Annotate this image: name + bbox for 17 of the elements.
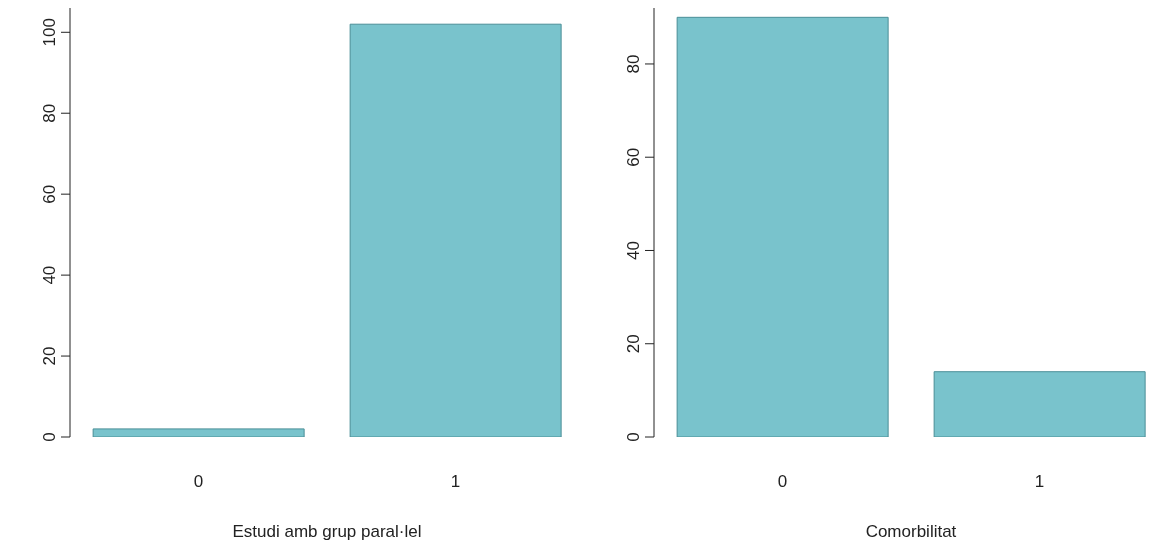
y-tick-label: 20: [624, 334, 643, 354]
y-tick-label: 60: [40, 184, 59, 204]
x-axis-title: Comorbilitat: [865, 522, 957, 541]
y-tick-label: 0: [40, 432, 59, 442]
x-tick-label: 1: [1034, 472, 1045, 492]
y-tick-label: 60: [624, 147, 643, 167]
y-tick-label: 80: [40, 103, 59, 123]
x-tick-label: 0: [193, 472, 204, 492]
x-tick-label: 1: [450, 472, 461, 492]
y-tick-label: 0: [624, 432, 643, 442]
y-tick-label: 40: [40, 265, 59, 285]
y-tick-label: 20: [40, 346, 59, 366]
y-tick-label: 40: [624, 241, 643, 260]
y-tick-label: 80: [624, 54, 643, 74]
y-tick-label: 100: [40, 18, 59, 47]
x-tick-label: 0: [777, 472, 788, 492]
x-axis-title: Estudi amb grup paral·lel: [232, 522, 422, 541]
